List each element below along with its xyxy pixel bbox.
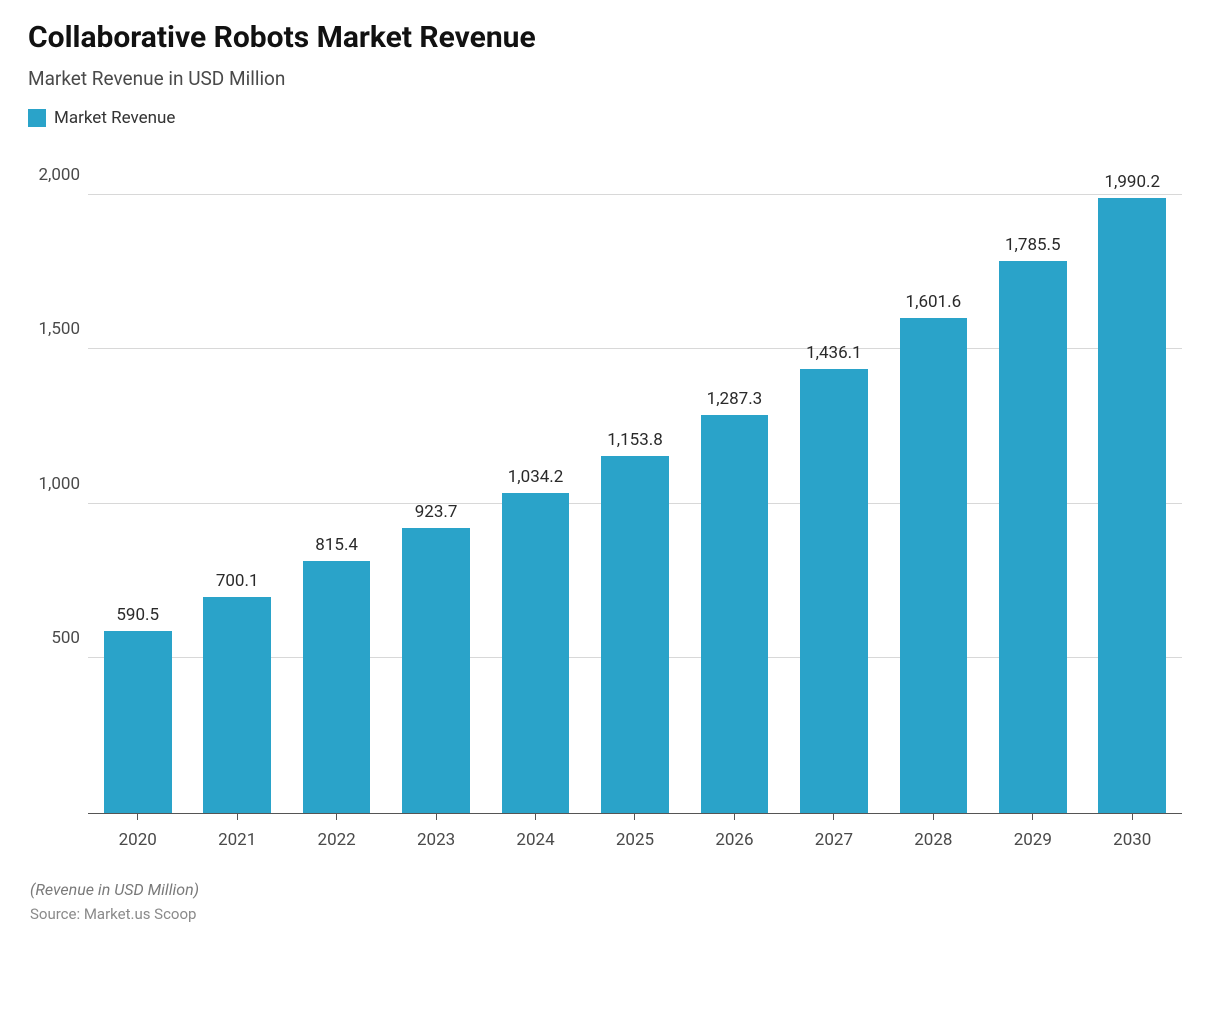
legend-label: Market Revenue bbox=[54, 108, 175, 128]
bar-value-label: 1,990.2 bbox=[1104, 172, 1160, 192]
bar bbox=[1098, 198, 1166, 813]
xtick-mark bbox=[734, 814, 735, 820]
xtick-mark bbox=[436, 814, 437, 820]
xtick-label: 2027 bbox=[815, 830, 853, 850]
ytick-label: 1,500 bbox=[28, 319, 80, 339]
bar-value-label: 700.1 bbox=[216, 571, 259, 591]
xtick-mark bbox=[237, 814, 238, 820]
ytick-label: 1,000 bbox=[28, 474, 80, 494]
chart-xaxis: 2020 2021 2022 2023 2024 2025 2026 2027 2028 2029… bbox=[88, 814, 1182, 854]
chart-plot: 5001,0001,5002,000 590.5700.1815.4923.71… bbox=[88, 164, 1182, 814]
bar-value-label: 1,436.1 bbox=[806, 343, 862, 363]
bar bbox=[502, 493, 570, 813]
bar-value-label: 590.5 bbox=[116, 605, 159, 625]
bar bbox=[999, 261, 1067, 813]
xtick-mark bbox=[1032, 814, 1033, 820]
xtick-label: 2026 bbox=[715, 830, 753, 850]
bar bbox=[104, 631, 172, 813]
chart-bars: 590.5 700.1 815.4 923.7 1,034.2 1,153.8 1,287.… bbox=[88, 164, 1182, 813]
xtick: 2020 bbox=[88, 814, 187, 850]
xtick: 2025 bbox=[585, 814, 684, 850]
bar-slot: 1,153.8 bbox=[585, 164, 684, 813]
bar-value-label: 1,153.8 bbox=[607, 430, 663, 450]
xtick-label: 2025 bbox=[616, 830, 654, 850]
footer-source: Source: Market.us Scoop bbox=[30, 905, 1192, 923]
xtick-label: 2028 bbox=[914, 830, 952, 850]
bar bbox=[402, 528, 470, 813]
chart-title: Collaborative Robots Market Revenue bbox=[28, 20, 1192, 55]
xtick: 2028 bbox=[884, 814, 983, 850]
bar-slot: 1,287.3 bbox=[685, 164, 784, 813]
xtick: 2030 bbox=[1083, 814, 1182, 850]
ytick-label: 500 bbox=[28, 628, 80, 648]
bar-slot: 590.5 bbox=[88, 164, 187, 813]
chart-footer: (Revenue in USD Million) Source: Market.… bbox=[30, 880, 1192, 923]
xtick-mark bbox=[336, 814, 337, 820]
bar-slot: 1,601.6 bbox=[884, 164, 983, 813]
xtick: 2029 bbox=[983, 814, 1082, 850]
xtick-label: 2022 bbox=[318, 830, 356, 850]
xtick: 2027 bbox=[784, 814, 883, 850]
legend-swatch bbox=[28, 109, 46, 127]
bar bbox=[601, 456, 669, 813]
xtick-mark bbox=[1132, 814, 1133, 820]
xtick-label: 2023 bbox=[417, 830, 455, 850]
footer-note: (Revenue in USD Million) bbox=[30, 880, 1192, 899]
xtick-label: 2029 bbox=[1014, 830, 1052, 850]
bar bbox=[900, 318, 968, 813]
xtick-label: 2024 bbox=[516, 830, 554, 850]
xtick-mark bbox=[833, 814, 834, 820]
bar-value-label: 1,601.6 bbox=[906, 292, 962, 312]
bar bbox=[800, 369, 868, 813]
xtick-label: 2030 bbox=[1113, 830, 1151, 850]
bar bbox=[203, 597, 271, 813]
bar-slot: 1,034.2 bbox=[486, 164, 585, 813]
xtick-label: 2021 bbox=[218, 830, 256, 850]
bar-slot: 815.4 bbox=[287, 164, 386, 813]
ytick-label: 2,000 bbox=[28, 165, 80, 185]
xtick: 2024 bbox=[486, 814, 585, 850]
xtick-mark bbox=[137, 814, 138, 820]
xtick: 2026 bbox=[685, 814, 784, 850]
xtick-mark bbox=[933, 814, 934, 820]
chart-area: 5001,0001,5002,000 590.5700.1815.4923.71… bbox=[88, 164, 1182, 854]
bar-slot: 923.7 bbox=[386, 164, 485, 813]
bar-slot: 1,436.1 bbox=[784, 164, 883, 813]
bar-value-label: 1,034.2 bbox=[508, 467, 564, 487]
bar bbox=[303, 561, 371, 813]
bar-slot: 1,785.5 bbox=[983, 164, 1082, 813]
bar-value-label: 923.7 bbox=[415, 502, 458, 522]
xtick-mark bbox=[634, 814, 635, 820]
chart-legend: Market Revenue bbox=[28, 108, 1192, 128]
xtick: 2022 bbox=[287, 814, 386, 850]
xtick: 2021 bbox=[187, 814, 286, 850]
xtick: 2023 bbox=[386, 814, 485, 850]
bar-value-label: 1,785.5 bbox=[1005, 235, 1061, 255]
xtick-label: 2020 bbox=[119, 830, 157, 850]
xtick-mark bbox=[535, 814, 536, 820]
chart-subtitle: Market Revenue in USD Million bbox=[28, 67, 1192, 90]
bar-slot: 700.1 bbox=[187, 164, 286, 813]
bar-value-label: 1,287.3 bbox=[707, 389, 763, 409]
bar-slot: 1,990.2 bbox=[1083, 164, 1182, 813]
bar bbox=[701, 415, 769, 813]
bar-value-label: 815.4 bbox=[315, 535, 358, 555]
